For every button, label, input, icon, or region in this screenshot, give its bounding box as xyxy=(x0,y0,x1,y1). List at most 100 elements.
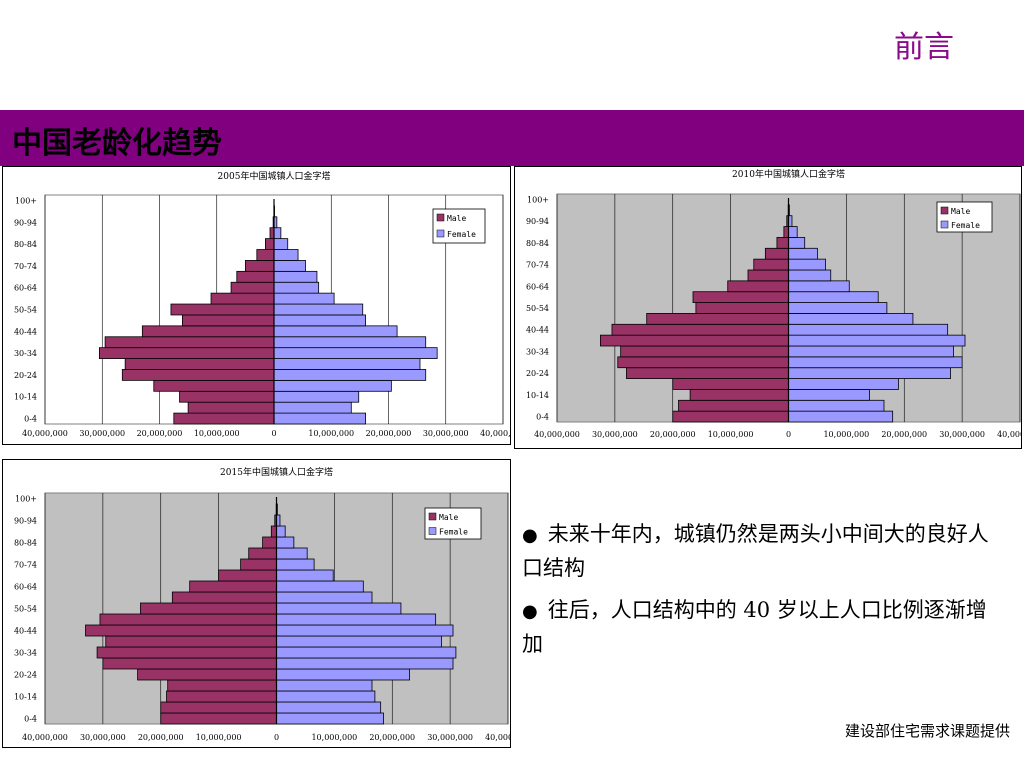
y-tick-label: 50-54 xyxy=(526,304,549,313)
y-tick-label: 80-84 xyxy=(526,239,549,248)
x-tick-label: 10,000,000 xyxy=(196,733,242,742)
bullet-text-2: 往后，人口结构中的 40 岁以上人口比例逐渐增加 xyxy=(522,598,987,656)
x-tick-label: 20,000,000 xyxy=(369,733,415,742)
female-bar xyxy=(788,323,949,336)
female-bar xyxy=(788,302,888,314)
male-bar xyxy=(179,390,275,403)
female-bar xyxy=(273,238,289,250)
pyramid-chart-2005: 2005年中国城镇人口金字塔 40,000,000 30,000,000 20,000… xyxy=(2,166,511,445)
legend-female-swatch xyxy=(940,220,949,229)
male-bar xyxy=(104,336,275,349)
female-bar xyxy=(276,602,402,615)
legend-male-label: Male xyxy=(447,214,466,223)
x-tick-label: 40,000,000 xyxy=(997,430,1021,439)
legend-male-swatch xyxy=(940,206,949,215)
y-tick-label: 30-34 xyxy=(14,349,37,358)
x-tick-label: 30,000,000 xyxy=(427,733,473,742)
male-bar xyxy=(140,602,277,615)
chart-title: 2015年中国城镇人口金字塔 xyxy=(220,466,333,478)
male-bar xyxy=(85,624,277,637)
male-bar xyxy=(646,313,789,325)
female-bar xyxy=(788,345,954,358)
female-bar xyxy=(788,258,826,271)
female-bar xyxy=(273,379,392,392)
male-bar xyxy=(620,345,789,358)
male-bar xyxy=(611,323,789,336)
female-bar xyxy=(788,334,966,347)
x-tick-label: 30,000,000 xyxy=(80,733,126,742)
female-bar xyxy=(273,227,282,240)
legend-male-swatch xyxy=(436,213,445,222)
male-bar xyxy=(170,303,275,316)
male-bar xyxy=(269,227,275,240)
female-bar xyxy=(788,226,798,238)
male-bar xyxy=(153,379,275,392)
bullet-text-1: 未来十年内，城镇仍然是两头小中间大的良好人口结构 xyxy=(522,522,989,580)
male-bar xyxy=(187,401,275,414)
male-bar xyxy=(678,399,789,412)
x-tick-label: 30,000,000 xyxy=(939,430,985,439)
y-tick-label: 40-44 xyxy=(526,326,549,335)
female-bar xyxy=(276,558,315,571)
male-bar xyxy=(218,569,277,582)
x-tick-label: 10,000,000 xyxy=(308,429,354,438)
bullet-dot-icon: ● xyxy=(522,601,538,622)
female-bar xyxy=(788,291,879,303)
y-tick-label: 20-24 xyxy=(526,369,549,378)
x-tick-label: 20,000,000 xyxy=(366,429,412,438)
legend-female-label: Female xyxy=(951,221,980,230)
y-tick-label: 20-24 xyxy=(14,671,37,680)
male-bar xyxy=(695,302,789,314)
pyramid-chart-2015: 2015年中国城镇人口金字塔 40,000,000 30,000,000 20,000… xyxy=(2,459,511,748)
legend-female-label: Female xyxy=(439,528,468,537)
male-bar xyxy=(96,646,277,659)
legend-box xyxy=(432,208,486,244)
bullet-list: ● 未来十年内，城镇仍然是两头小中间大的良好人口结构 ● 往后，人口结构中的 40 … xyxy=(522,518,1002,670)
male-bar xyxy=(776,237,789,249)
female-bar xyxy=(273,390,360,403)
legend-female-swatch xyxy=(428,527,437,535)
y-tick-label: 70-74 xyxy=(526,261,549,270)
female-bar xyxy=(273,358,421,370)
x-tick-label: 0 xyxy=(786,430,791,439)
x-tick-label: 40,000,000 xyxy=(480,429,510,438)
male-bar xyxy=(189,580,277,593)
female-bar xyxy=(276,536,295,549)
y-tick-label: 30-34 xyxy=(14,649,37,658)
female-bar xyxy=(273,401,352,414)
female-bar xyxy=(788,237,806,249)
female-bar xyxy=(788,367,951,379)
male-bar xyxy=(171,591,277,604)
male-bar xyxy=(102,657,277,670)
bullet-dot-icon: ● xyxy=(522,525,538,546)
x-tick-label: 20,000,000 xyxy=(137,429,183,438)
female-bar xyxy=(788,313,914,325)
y-tick-label: 40-44 xyxy=(14,627,37,636)
male-bar xyxy=(173,412,275,425)
x-tick-label: 30,000,000 xyxy=(79,429,125,438)
y-tick-label: 0-4 xyxy=(24,415,37,424)
female-bar xyxy=(273,303,364,316)
male-bar xyxy=(270,525,277,538)
male-bar xyxy=(240,558,277,571)
x-tick-label: 0 xyxy=(274,733,279,742)
x-tick-label: 20,000,000 xyxy=(881,430,927,439)
x-tick-label: 10,000,000 xyxy=(823,430,869,439)
male-bar xyxy=(672,410,789,423)
male-bar xyxy=(141,325,275,338)
legend-male-swatch xyxy=(428,512,437,521)
female-bar xyxy=(273,314,366,327)
male-bar xyxy=(167,679,277,692)
male-bar xyxy=(256,249,275,261)
female-bar xyxy=(276,635,442,648)
pyramid-chart-2010: 2010年中国城镇人口金字塔 40,000,000 30,000,000 20,000… xyxy=(514,166,1022,449)
female-bar xyxy=(273,270,318,283)
female-bar xyxy=(276,668,411,681)
y-tick-label: 100+ xyxy=(15,196,37,205)
y-tick-label: 10-14 xyxy=(526,391,549,400)
x-tick-label: 40,000,000 xyxy=(534,430,580,439)
y-tick-label: 0-4 xyxy=(24,715,37,724)
male-bar xyxy=(105,635,277,648)
y-tick-label: 10-14 xyxy=(14,693,37,702)
footer-source: 建设部住宅需求课题提供 xyxy=(844,722,1010,740)
